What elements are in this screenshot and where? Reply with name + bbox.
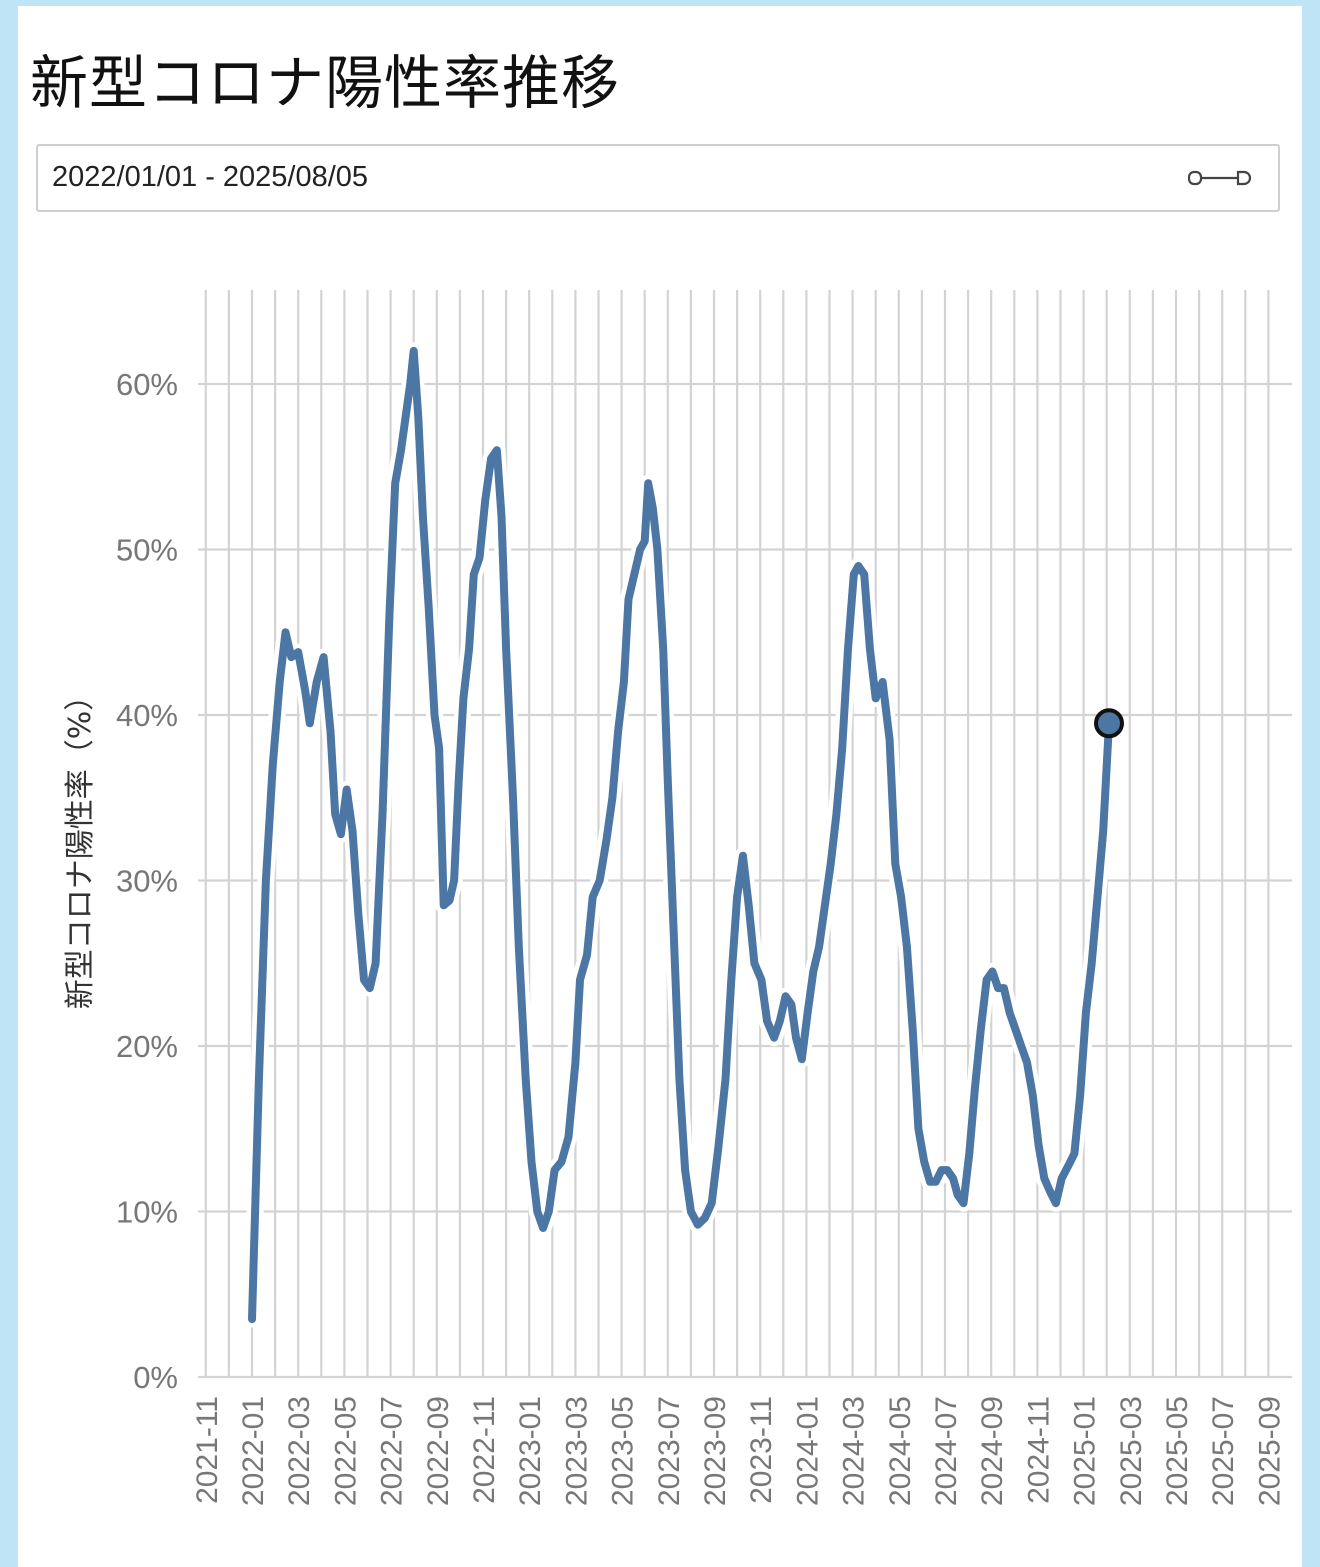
x-tick-label: 2024-07 bbox=[930, 1396, 963, 1506]
series-line bbox=[248, 346, 1113, 1324]
date-range-picker[interactable]: 2022/01/01 - 2025/08/05 bbox=[36, 144, 1280, 212]
x-tick-label: 2022-09 bbox=[422, 1396, 455, 1506]
x-tick-label: 2024-03 bbox=[838, 1396, 871, 1506]
date-range-value[interactable]: 2022/01/01 - 2025/08/05 bbox=[52, 161, 369, 193]
x-tick-label: 2023-01 bbox=[514, 1396, 547, 1506]
x-tick-label: 2022-11 bbox=[468, 1396, 501, 1504]
x-tick-label: 2023-09 bbox=[699, 1396, 732, 1506]
page-title: 新型コロナ陽性率推移 bbox=[30, 49, 621, 117]
x-tick-label: 2025-03 bbox=[1115, 1396, 1148, 1506]
x-tick-label: 2024-01 bbox=[791, 1396, 824, 1506]
y-tick-label: 40% bbox=[116, 698, 178, 733]
x-tick-label: 2022-03 bbox=[283, 1396, 316, 1506]
x-tick-label: 2024-11 bbox=[1022, 1396, 1055, 1504]
y-tick-label: 20% bbox=[116, 1029, 178, 1064]
x-tick-label: 2025-05 bbox=[1161, 1396, 1194, 1506]
x-tick-label: 2023-05 bbox=[607, 1396, 640, 1506]
x-tick-label: 2023-11 bbox=[745, 1396, 778, 1504]
y-tick-label: 0% bbox=[133, 1360, 178, 1395]
y-tick-labels: 0% 10% 20% 30% 40% 50% 60% bbox=[116, 367, 178, 1395]
series-line-group bbox=[243, 342, 1125, 1328]
x-tick-label: 2022-01 bbox=[237, 1396, 270, 1506]
x-tick-label: 2022-07 bbox=[376, 1396, 409, 1506]
y-tick-label: 30% bbox=[116, 864, 178, 899]
y-axis-title: 新型コロナ陽性率（%） bbox=[63, 681, 98, 1010]
x-tick-label: 2024-05 bbox=[884, 1396, 917, 1506]
x-tick-label: 2022-05 bbox=[329, 1396, 362, 1506]
x-tick-labels: 2021-11 2022-01 2022-03 2022-05 2022-07 2022-… bbox=[191, 1396, 1287, 1506]
x-tick-label: 2025-09 bbox=[1253, 1396, 1286, 1506]
x-tick-label: 2025-01 bbox=[1069, 1396, 1102, 1506]
date-range-slider-icon[interactable] bbox=[1188, 168, 1252, 188]
x-tick-label: 2025-07 bbox=[1207, 1396, 1240, 1506]
x-tick-label: 2023-07 bbox=[653, 1396, 686, 1506]
last-point-marker[interactable] bbox=[1094, 708, 1125, 739]
y-tick-label: 10% bbox=[116, 1195, 178, 1230]
y-tick-label: 50% bbox=[116, 533, 178, 568]
x-tick-label: 2021-11 bbox=[191, 1396, 224, 1504]
x-tick-label: 2024-09 bbox=[976, 1396, 1009, 1506]
chart-panel: 新型コロナ陽性率推移 2022/01/01 - 2025/08/05 bbox=[18, 6, 1302, 1567]
x-tick-label: 2023-03 bbox=[560, 1396, 593, 1506]
y-tick-label: 60% bbox=[116, 367, 178, 402]
